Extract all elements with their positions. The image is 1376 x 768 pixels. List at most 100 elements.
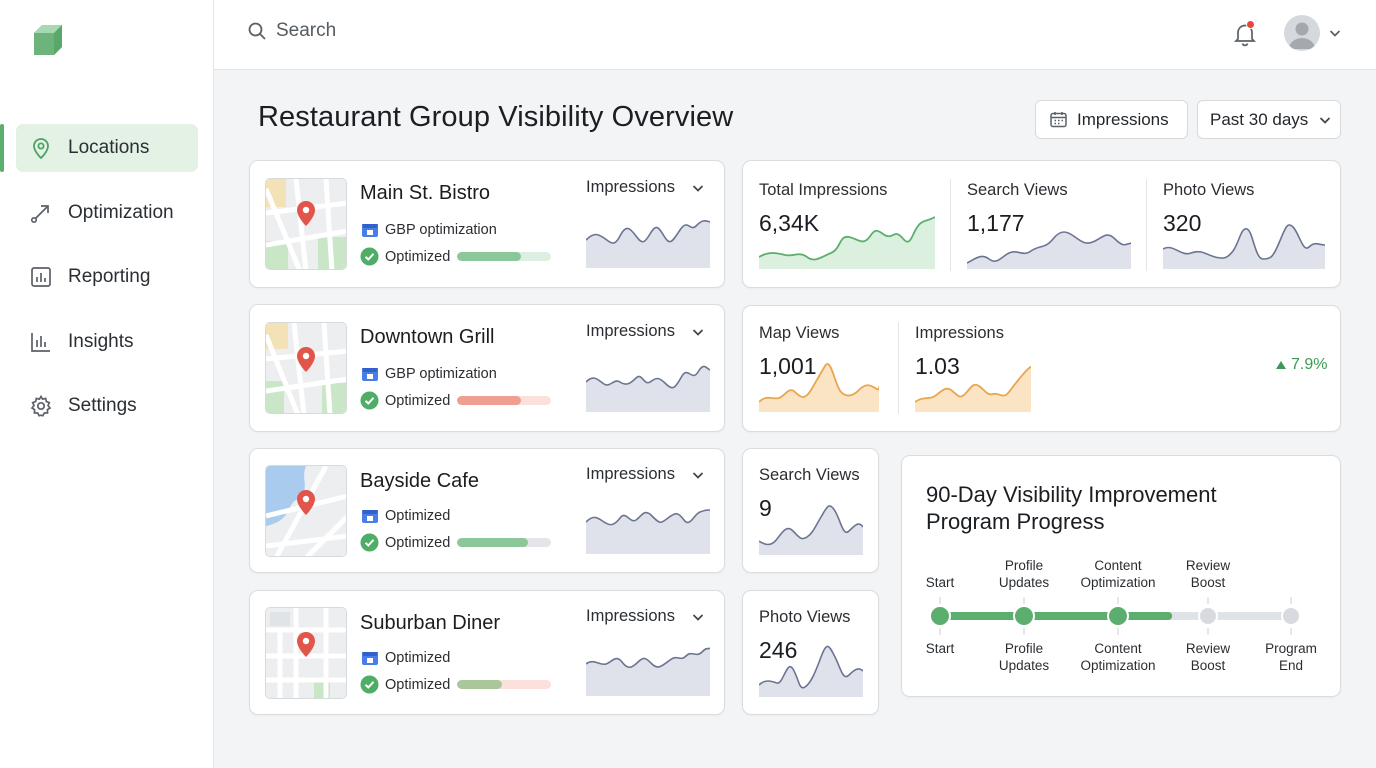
location-status: Optimized [360,391,450,410]
photo-views-label: Photo Views [759,608,851,626]
check-circle-icon [360,391,379,410]
location-name: Bayside Cafe [360,470,479,492]
impressions-sparkline [586,647,710,696]
metric-dropdown-label: Impressions [586,607,675,625]
search-placeholder: Search [276,20,337,41]
sidebar: Locations Optimization Reporting Insight… [0,0,214,768]
program-progress-title: 90-Day Visibility Improvement Program Pr… [926,482,1217,534]
location-status-label: Optimized [385,392,451,409]
metric-dropdown-label: Impressions [586,322,675,340]
progress-fill [457,252,521,261]
timeline-step-dot-pending [1198,606,1218,626]
search-views-label: Search Views [759,466,860,484]
timeline-step-dot-complete [929,605,951,627]
location-tag: GBP optimization [360,364,497,383]
sidebar-item-locations[interactable]: Locations [0,124,213,172]
map-views-sparkline [759,363,879,412]
search-icon [248,22,266,40]
location-map-thumbnail [265,322,347,414]
location-card-suburban-diner[interactable]: Suburban Diner Optimized Optimized Impre… [249,590,725,715]
photo-views-value: 320 [1163,210,1202,236]
optimization-progress-bar [457,680,551,689]
brand-logo-icon[interactable] [28,23,64,59]
chevron-down-icon [692,328,704,336]
timeline-step-label-top: Content Optimization [1080,558,1156,590]
location-tag: Optimized [360,506,450,525]
location-status: Optimized [360,675,450,694]
google-business-icon [360,364,379,383]
chevron-down-icon [1320,116,1331,124]
google-business-icon [360,506,379,525]
sidebar-nav: Locations Optimization Reporting Insight… [0,124,213,447]
timeline-step-label-top: Review Boost [1185,558,1231,590]
sidebar-item-settings[interactable]: Settings [0,382,213,430]
metric-dropdown[interactable]: Impressions [586,465,705,484]
map-views-card: Map Views 1,001 Impressions 1.03 7.9% [742,305,1341,432]
stat-divider [898,322,899,414]
map-views-value: 1,001 [759,353,817,379]
photo-views-value: 246 [759,637,798,663]
timeline-step-label-top: Start [925,575,955,590]
location-card-main-st-bistro[interactable]: Main St. Bistro GBP optimization Optimiz… [249,160,725,288]
sidebar-item-label: Locations [68,137,150,158]
check-circle-icon [360,533,379,552]
summary-metrics-card: Total Impressions 6,34K Search Views 1,1… [742,160,1341,288]
location-name: Main St. Bistro [360,182,491,204]
check-circle-icon [360,675,379,694]
location-card-downtown-grill[interactable]: Downtown Grill GBP optimization Optimize… [249,304,725,432]
impressions-sparkline [586,365,710,412]
location-card-bayside-cafe[interactable]: Bayside Cafe Optimized Optimized Impress… [249,448,725,573]
sidebar-item-label: Optimization [68,201,174,223]
metric-dropdown[interactable]: Impressions [586,178,705,197]
program-progress-card: 90-Day Visibility Improvement Program Pr… [901,455,1341,697]
timeline-step-label: Review Boost [1185,641,1231,673]
metric-dropdown-label: Impressions [586,465,675,483]
photo-views-card: Photo Views 246 [742,590,879,715]
location-map-thumbnail [265,465,347,557]
check-circle-icon [360,247,379,266]
progress-fill [457,680,503,689]
photo-views-sparkline [759,645,863,697]
timeline-step-label: Content Optimization [1080,641,1156,673]
impressions-sparkline [586,220,710,268]
optimization-progress-bar [457,252,551,261]
total-impressions-value: 6,34K [759,210,820,236]
location-status: Optimized [360,247,450,266]
location-tag-label: GBP optimization [385,221,497,238]
search-views-card: Search Views 9 [742,448,879,573]
total-impressions-sparkline [759,216,935,269]
stat-divider [1146,179,1147,271]
location-map-thumbnail [265,178,347,270]
timeline-step-dot-complete [1107,605,1129,627]
google-business-icon [360,648,379,667]
growth-delta-value: 7.9% [1291,356,1328,373]
impressions-sparkline [586,509,710,554]
gear-icon [28,393,54,419]
total-impressions-label: Total Impressions [759,181,888,199]
metric-dropdown[interactable]: Impressions [586,607,705,626]
sidebar-item-insights[interactable]: Insights [0,318,213,366]
progress-fill [457,396,521,405]
map-views-label: Map Views [759,324,840,342]
search-views-value: 9 [759,495,772,521]
location-map-thumbnail [265,607,347,699]
search-views-sparkline [759,505,863,555]
sidebar-item-optimization[interactable]: Optimization [0,189,213,237]
chevron-down-icon[interactable] [1328,26,1342,40]
metric-selector-button[interactable]: Impressions [1035,100,1188,139]
photo-views-sparkline [1163,224,1325,269]
location-status-label: Optimized [385,676,451,693]
date-range-dropdown[interactable]: Past 30 days [1197,100,1341,139]
location-status-label: Optimized [385,248,451,265]
sidebar-item-label: Reporting [68,266,151,287]
calendar-icon [1050,112,1067,128]
location-name: Downtown Grill [360,326,495,348]
google-business-icon [360,220,379,239]
avatar[interactable] [1284,15,1320,51]
location-name: Suburban Diner [360,612,501,634]
search-input[interactable]: Search [247,20,336,42]
bar-chart-icon [28,329,54,355]
sidebar-item-reporting[interactable]: Reporting [0,253,213,301]
progress-fill [457,538,528,547]
metric-dropdown[interactable]: Impressions [586,322,705,341]
